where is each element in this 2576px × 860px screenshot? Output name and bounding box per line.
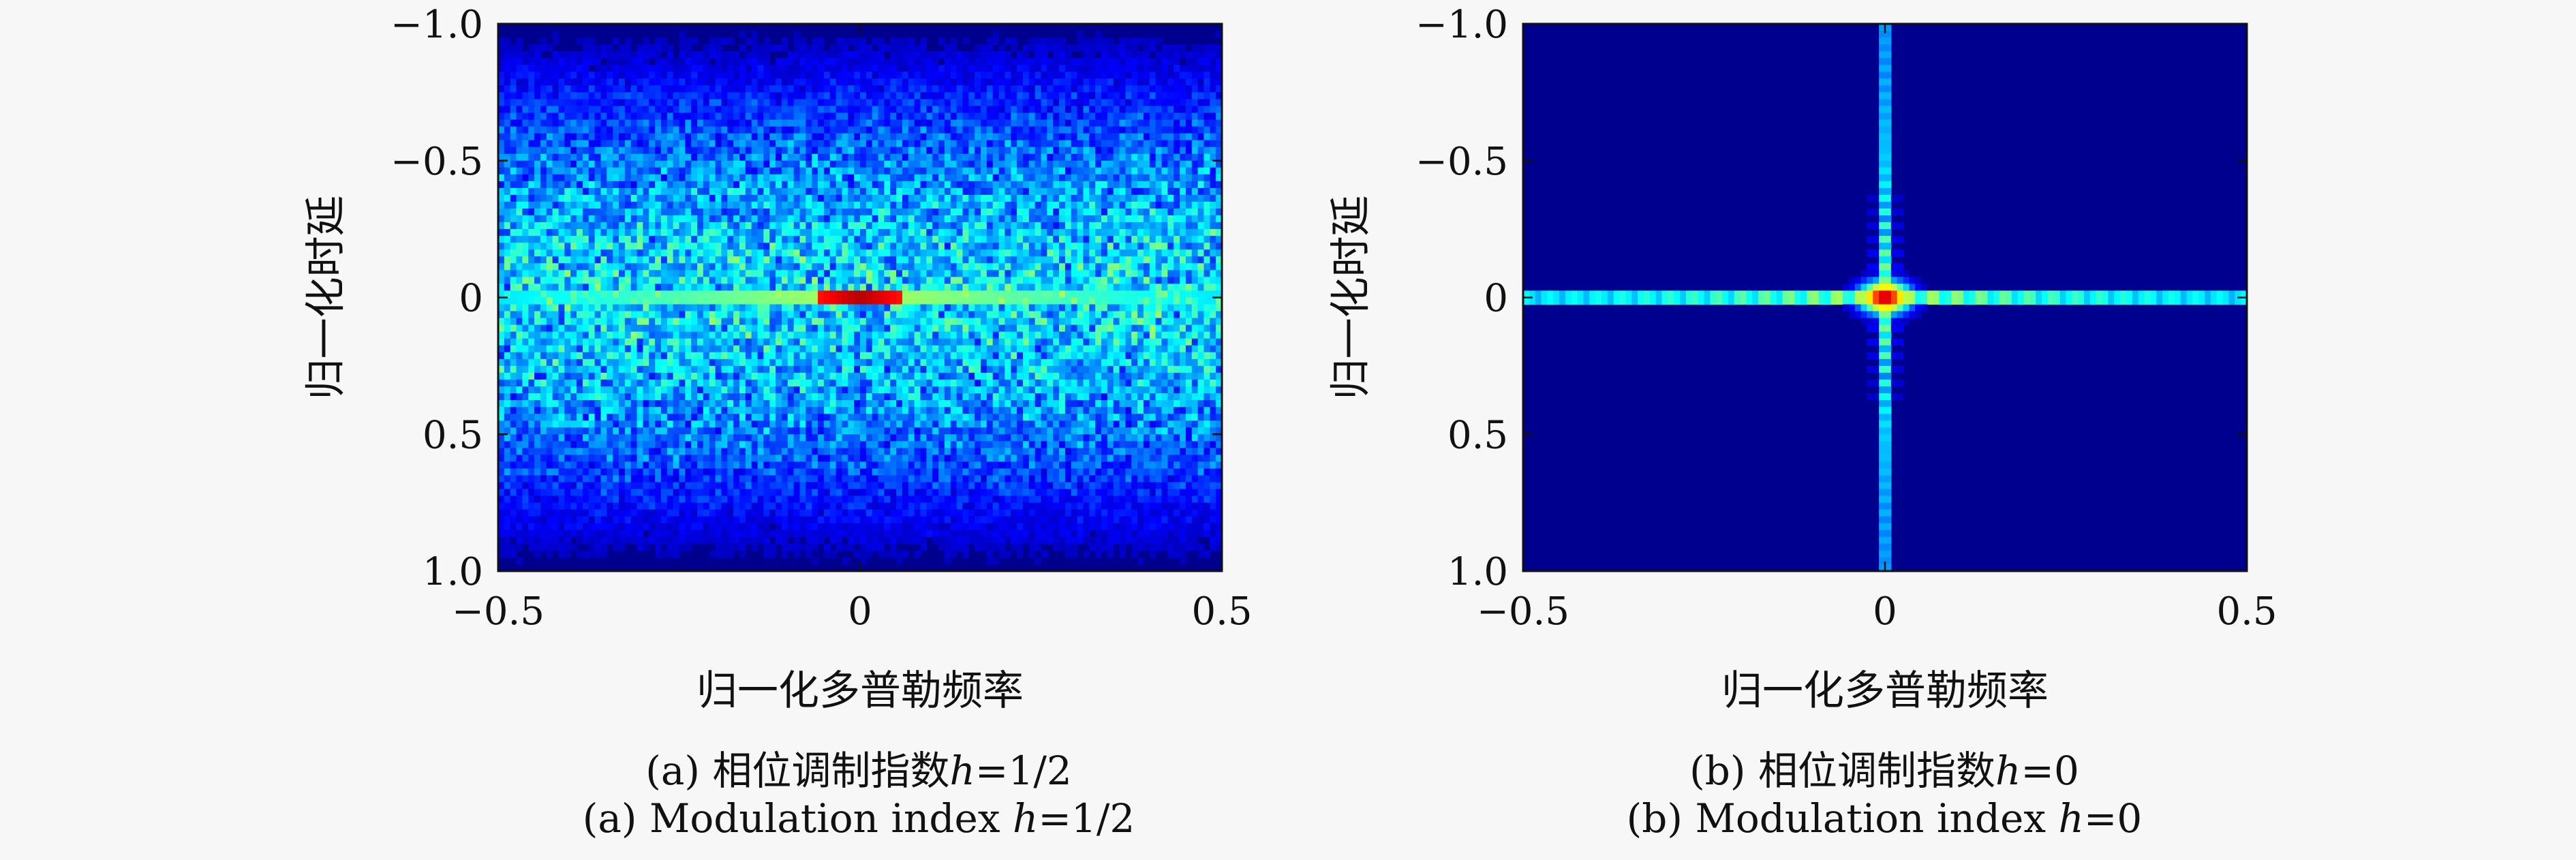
x-tick-label-b-0: −0.5 [1477, 589, 1569, 634]
x-tick-label-a-1: 0 [848, 589, 872, 634]
y-tick-label-a-4: 1.0 [423, 550, 483, 594]
caption-b: (b) 相位调制指数h=0 (b) Modulation index h=0 [1475, 747, 2293, 842]
y-tick-label-a-2: 0 [459, 277, 483, 321]
x-axis-label-a: 归一化多普勒频率 [696, 667, 1024, 715]
y-tick-label-b-3: 0.5 [1447, 413, 1508, 457]
y-tick-label-b-0: −1.0 [1415, 3, 1508, 47]
x-axis-label-b: 归一化多普勒频率 [1721, 667, 2049, 715]
y-tick-label-b-1: −0.5 [1415, 140, 1508, 184]
y-tick-label-a-0: −1.0 [390, 3, 483, 47]
y-tick-label-a-1: −0.5 [390, 140, 483, 184]
x-tick-label-b-2: 0.5 [2216, 589, 2277, 634]
y-axis-label-a: 归一化时延 [303, 196, 350, 400]
y-axis-label-b: 归一化时延 [1328, 196, 1375, 400]
x-tick-label-b-1: 0 [1873, 589, 1897, 634]
caption-a-cn: (a) 相位调制指数h=1/2 [645, 748, 1072, 794]
x-tick-label-a-2: 0.5 [1191, 589, 1252, 634]
caption-b-cn: (b) 相位调制指数h=0 [1689, 748, 2079, 794]
caption-a: (a) 相位调制指数h=1/2 (a) Modulation index h=1… [450, 747, 1268, 842]
y-tick-label-b-2: 0 [1484, 277, 1508, 321]
y-tick-label-b-4: 1.0 [1447, 550, 1508, 594]
heatmap-cells-a [498, 31, 1223, 565]
caption-a-en: (a) Modulation index h=1/2 [582, 795, 1135, 842]
x-tick-label-a-0: −0.5 [452, 589, 545, 634]
caption-b-en: (b) Modulation index h=0 [1626, 795, 2143, 842]
heatmap-cells-b [1523, 24, 2248, 572]
y-tick-label-a-3: 0.5 [423, 413, 483, 457]
